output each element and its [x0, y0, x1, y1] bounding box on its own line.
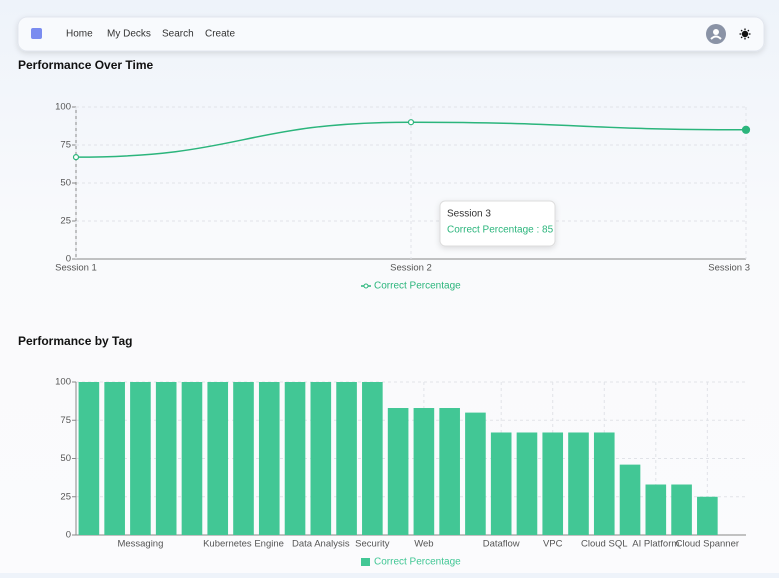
bar [284, 382, 306, 535]
bar [78, 382, 100, 535]
y-tick-label: 100 [55, 102, 71, 113]
theme-toggle[interactable] [739, 28, 751, 40]
x-tick-label: Dataflow [483, 539, 520, 550]
nav-link[interactable]: Create [205, 29, 235, 40]
bar [490, 432, 512, 535]
bar [233, 382, 254, 535]
bar [671, 484, 692, 535]
y-tick-label: 100 [55, 377, 71, 388]
x-tick-label: Data Analysis [292, 539, 350, 550]
bar [362, 382, 383, 535]
x-tick-label: Cloud Spanner [676, 539, 739, 550]
legend-swatch-dot [363, 283, 369, 289]
point [72, 154, 80, 161]
avatar-head [713, 29, 719, 35]
x-tick-label: Security [355, 539, 390, 550]
legend-swatch [361, 558, 370, 566]
bar [258, 382, 280, 535]
bar [181, 382, 203, 535]
logo[interactable] [31, 28, 42, 39]
bar [619, 464, 641, 535]
bar [207, 382, 229, 535]
chart-title: Performance Over Time [18, 58, 154, 72]
y-tick-label: 50 [60, 453, 71, 464]
x-tick-label: Kubernetes Engine [203, 539, 284, 550]
x-tick-label: AI Platform [632, 539, 679, 550]
nav-link[interactable]: My Decks [107, 29, 151, 40]
x-tick-label: Session 3 [708, 263, 750, 274]
x-tick-label: Web [414, 539, 433, 550]
y-tick-label: 50 [60, 178, 71, 189]
bar [516, 432, 538, 535]
navbar-bg [17, 16, 765, 52]
point [741, 125, 751, 134]
y-tick-label: 25 [60, 216, 71, 227]
bar [568, 432, 589, 535]
bar [593, 432, 615, 535]
bar [310, 382, 332, 535]
tooltip: Session 3 Correct Percentage : 85 [439, 200, 556, 247]
x-tick-label: Session 2 [390, 263, 432, 274]
x-tick-label: Cloud SQL [581, 539, 627, 550]
bar [645, 484, 667, 535]
y-tick-label: 75 [60, 415, 71, 426]
avatar-body [710, 35, 722, 40]
tooltip-box [439, 200, 556, 247]
legend-label: Correct Percentage [374, 557, 461, 568]
bar [155, 382, 177, 535]
nav-link[interactable]: Home [66, 29, 93, 40]
x-tick-label: Messaging [117, 539, 163, 550]
x-tick-label: Session 1 [55, 263, 97, 274]
bar [104, 382, 125, 535]
bar [465, 412, 486, 535]
nav-link[interactable]: Search [162, 29, 194, 40]
bar [413, 408, 435, 535]
tooltip-title: Session 3 [447, 209, 491, 220]
bar [130, 382, 151, 535]
legend-label: Correct Percentage [374, 281, 461, 292]
chart-title: Performance by Tag [18, 334, 132, 348]
point [407, 119, 415, 126]
bar [387, 408, 409, 535]
y-tick-label: 75 [60, 140, 71, 151]
y-tick-label: 0 [66, 530, 71, 541]
bar [697, 496, 718, 535]
x-tick-label: VPC [543, 539, 563, 550]
y-tick-label: 0 [66, 254, 71, 265]
bar [336, 382, 357, 535]
bar [542, 432, 564, 535]
bar [439, 408, 460, 535]
y-tick-label: 25 [60, 491, 71, 502]
tooltip-text: Correct Percentage : 85 [447, 225, 554, 236]
navbar: Home My Decks Search Create [17, 16, 765, 52]
